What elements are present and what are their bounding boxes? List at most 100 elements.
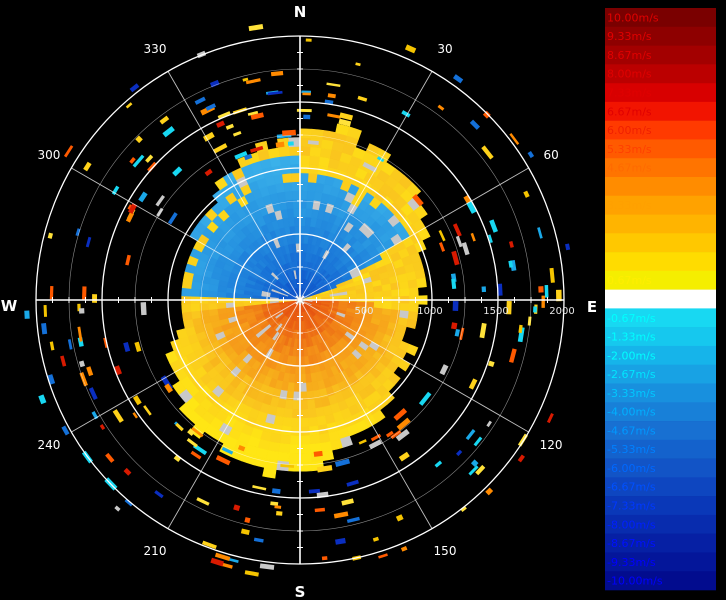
echo-cell <box>396 417 411 431</box>
legend-swatch <box>605 308 716 328</box>
echo-cell <box>398 451 410 462</box>
echo-cell <box>132 154 145 168</box>
velocity-cell <box>288 216 296 227</box>
legend-label: 10.00m/s <box>607 11 659 24</box>
echo-cell <box>245 78 261 85</box>
echo-cell <box>129 83 140 93</box>
echo-cell <box>333 511 349 519</box>
echo-cell <box>190 450 202 460</box>
legend-swatch <box>605 233 716 253</box>
echo-cell <box>112 409 124 423</box>
cardinal-label-e: E <box>587 298 597 316</box>
echo-cell <box>327 113 342 119</box>
echo-cell <box>400 545 408 552</box>
velocity-cell <box>275 182 286 194</box>
echo-cell <box>451 250 460 266</box>
velocity-cell <box>293 382 301 393</box>
velocity-cell <box>309 434 321 445</box>
velocity-cell <box>299 452 312 463</box>
velocity-cell <box>288 146 301 156</box>
legend-label: -4.67m/s <box>607 424 656 437</box>
velocity-cell <box>307 172 319 184</box>
echo-cell <box>143 405 152 416</box>
velocity-cell <box>281 416 293 428</box>
echo-cell <box>316 465 333 473</box>
velocity-cell <box>279 434 291 445</box>
velocity-cell <box>289 435 301 446</box>
legend-label: 9.33m/s <box>607 30 652 43</box>
echo-cell <box>212 143 228 154</box>
echo-cell <box>355 62 361 67</box>
velocity-cell <box>407 279 419 289</box>
echo-cell <box>134 341 142 353</box>
echo-cell <box>313 450 323 457</box>
legend-label: 8.00m/s <box>607 68 652 81</box>
velocity-cell <box>299 172 310 183</box>
echo-cell <box>438 242 446 252</box>
azimuth-line <box>71 167 301 301</box>
velocity-cell <box>216 302 227 310</box>
velocity-cell <box>190 288 201 297</box>
legend-swatch <box>605 533 716 553</box>
echo-cell <box>308 488 321 494</box>
azimuth-label: 330 <box>144 42 167 56</box>
range-label: 1000 <box>417 306 442 317</box>
velocity-cell <box>413 205 428 220</box>
echo-cell <box>470 459 479 467</box>
echo-cell <box>114 505 121 512</box>
velocity-cell <box>190 310 202 320</box>
echo-cell <box>78 360 86 368</box>
cardinal-label-w: W <box>1 297 18 315</box>
echo-cell <box>270 70 284 77</box>
legend-swatch <box>605 402 716 422</box>
echo-cell <box>527 316 532 326</box>
echo-cell <box>99 424 106 431</box>
legend-swatch <box>605 477 716 497</box>
echo-cell <box>473 436 483 447</box>
velocity-cell <box>417 227 431 241</box>
echo-cell <box>253 537 264 543</box>
legend-swatch <box>605 270 716 290</box>
echo-cell <box>67 339 73 350</box>
echo-cell <box>412 193 424 207</box>
echo-cell <box>247 110 259 116</box>
echo-cell <box>481 286 487 293</box>
echo-cell <box>439 364 449 376</box>
echo-cell <box>78 308 85 314</box>
echo-cell <box>418 391 432 406</box>
velocity-cell <box>262 467 277 479</box>
echo-cell <box>485 487 494 496</box>
legend-label: 2.67m/s <box>607 218 652 231</box>
legend-label: 0.00m/s <box>607 293 652 306</box>
velocity-cell <box>299 216 307 227</box>
echo-cell <box>508 260 514 268</box>
azimuth-label: 30 <box>437 42 452 56</box>
echo-cell <box>469 119 481 130</box>
echo-cell <box>86 366 94 377</box>
velocity-cell <box>299 382 307 393</box>
echo-cell <box>164 383 174 394</box>
velocity-cell <box>390 282 401 291</box>
legend-label: -4.00m/s <box>607 406 656 419</box>
velocity-cell <box>299 128 313 139</box>
echo-cell <box>129 157 136 164</box>
echo-cell <box>368 439 382 450</box>
echo-cell <box>83 161 92 172</box>
legend-swatch <box>605 252 716 272</box>
echo-cell <box>232 130 242 137</box>
velocity-cell <box>391 289 402 298</box>
echo-cell <box>296 108 312 113</box>
velocity-cell <box>309 155 321 166</box>
velocity-cell <box>398 280 410 290</box>
echo-cell <box>489 219 498 233</box>
echo-cell <box>244 570 259 577</box>
velocity-cell <box>267 147 281 159</box>
echo-cell <box>77 337 84 347</box>
echo-cell <box>187 428 196 437</box>
echo-cell <box>240 528 250 536</box>
echo-cell <box>287 141 294 146</box>
echo-cell <box>324 99 334 105</box>
echo-cell <box>537 227 543 239</box>
velocity-cell <box>284 190 294 201</box>
